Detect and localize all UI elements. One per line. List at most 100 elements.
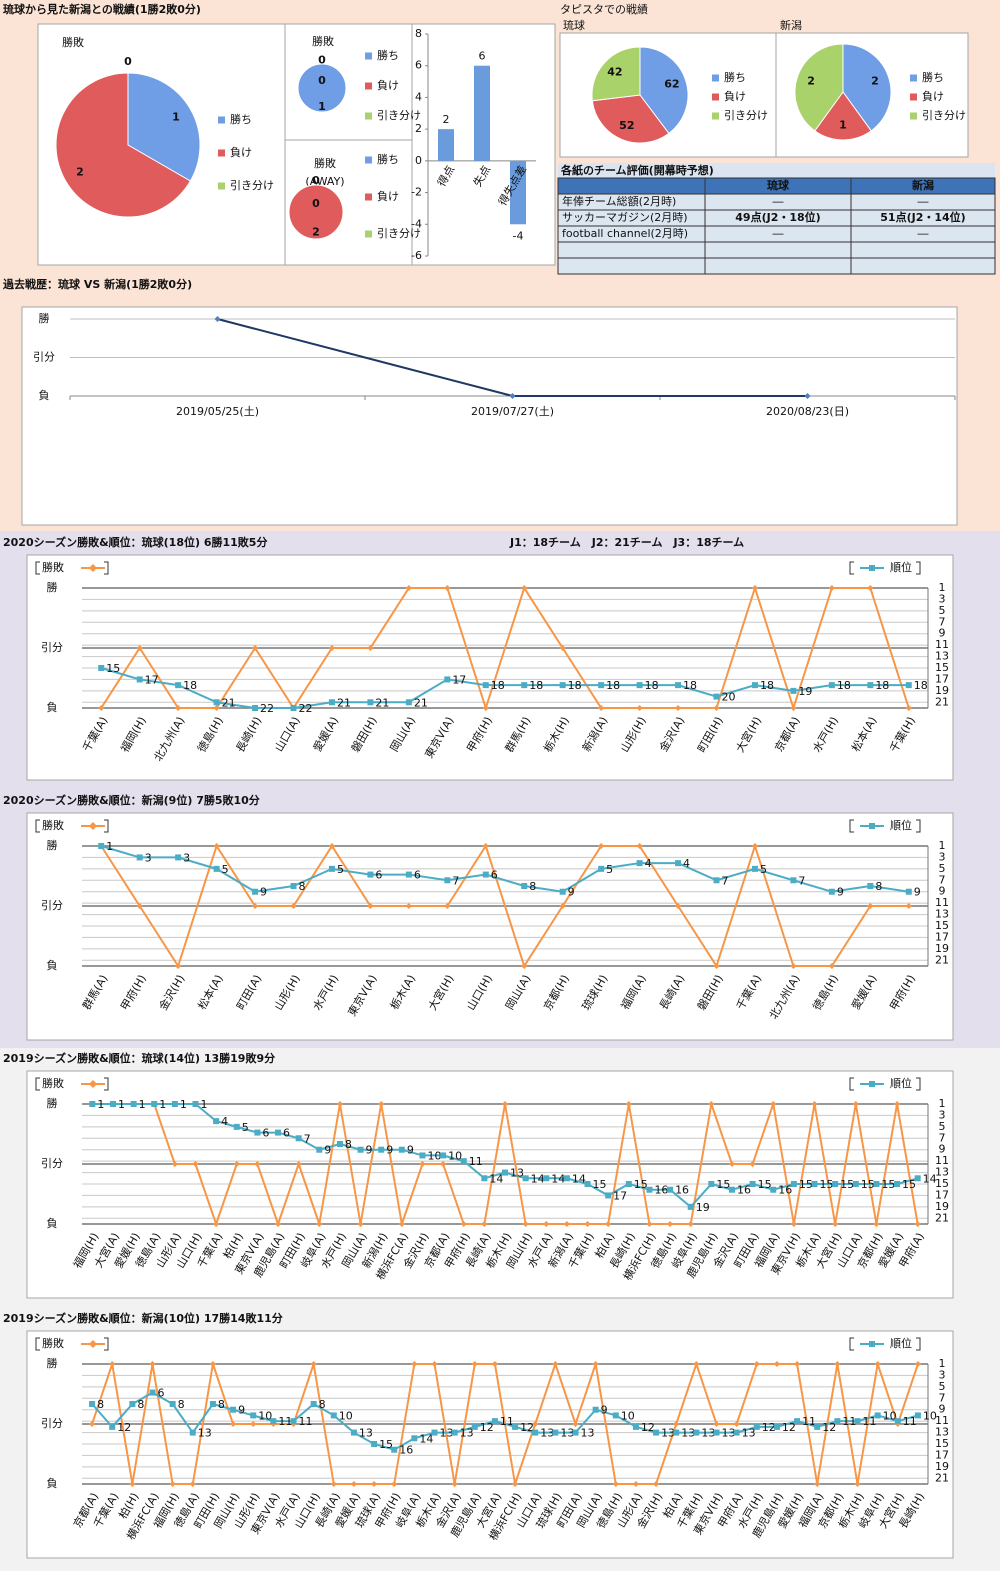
marker [653,1481,660,1487]
marker [828,963,835,969]
table-cell [850,241,996,259]
data-label: 18 [183,679,197,692]
marker [728,1186,735,1193]
y2-tick-label: 3 [939,850,946,863]
x-tick-label: 2020/08/23(日) [766,405,849,418]
marker [811,1101,818,1107]
y2-tick-label: 5 [939,1380,946,1393]
marker [149,1389,156,1396]
y-tick-label: 6 [415,59,422,72]
marker [230,1406,237,1413]
marker [109,1361,116,1367]
data-label: 18 [645,679,659,692]
y2-tick-label: 5 [939,604,946,617]
data-label: 5 [242,1121,249,1134]
marker [687,1203,694,1210]
y2-tick-label: 21 [935,953,949,966]
marker [192,1161,199,1167]
marker [482,705,489,711]
marker [209,1361,216,1367]
marker [336,1141,343,1147]
marker [867,903,874,909]
marker [790,1221,797,1227]
legend-label: 負け [377,190,399,203]
legend-marker [89,822,97,830]
data-label: 4 [683,857,690,870]
data-label: 13 [681,1427,695,1440]
pie-label: 0 [312,174,320,187]
data-label: 15 [820,1178,834,1191]
marker [559,888,566,895]
marker [543,1221,550,1227]
marker [189,1481,196,1487]
marker [451,1429,458,1436]
marker [552,1429,559,1436]
data-label: 3 [183,851,190,864]
pie-slice [639,46,689,135]
marker [136,645,143,651]
marker [411,1435,418,1442]
table-header-cell [557,177,706,195]
marker [270,1418,277,1425]
data-label: 7 [798,874,805,887]
marker [169,1481,176,1487]
marker [89,1101,96,1107]
y2-tick-label: 7 [939,873,946,886]
marker [502,1169,508,1176]
data-label: 10 [448,1149,462,1162]
y2-tick-label: 15 [935,1177,949,1190]
bar-value: -4 [513,229,524,242]
marker [751,843,758,849]
y-tick-label: 0 [415,154,422,167]
marker [625,1101,632,1107]
data-label: 13 [359,1427,373,1440]
marker [834,1361,841,1367]
data-label: 10 [883,1409,897,1422]
data-label: 9 [366,1144,373,1157]
marker [834,1418,841,1425]
marker [129,1481,136,1487]
data-label: 1 [139,1098,146,1111]
data-label: 9 [324,1144,331,1157]
marker [770,1101,777,1107]
marker [894,1101,901,1107]
data-label: 21 [222,696,236,709]
data-label: 9 [601,1404,608,1417]
y-tick-label: 勝 [47,838,58,852]
y-tick-label: 負 [47,1217,58,1230]
legend-swatch [365,112,372,120]
y2-tick-label: 15 [935,1437,949,1450]
legend-marker [869,1341,875,1347]
series-line [100,584,910,712]
y2-tick-label: 3 [939,1108,946,1121]
marker [598,843,605,849]
data-label: 10 [258,1409,272,1422]
marker [832,1221,839,1227]
y-tick-label: 負 [39,389,50,402]
marker [905,682,912,689]
pie-slice [591,94,670,144]
marker [316,1146,323,1153]
legend-bracket [35,1337,40,1351]
y-tick-label: -2 [411,186,422,199]
panel [21,306,958,526]
marker [316,1221,323,1227]
data-label: 6 [414,869,421,882]
data-label: 12 [782,1421,796,1434]
data-label: 17 [452,673,466,686]
marker [444,676,451,683]
marker [632,1481,639,1487]
data-label: 11 [500,1415,514,1428]
bar [474,65,490,161]
legend-bracket [916,819,921,833]
legend-label: 負け [922,90,944,103]
legend-swatch [365,52,372,60]
marker [482,682,489,689]
marker [713,877,720,884]
y2-tick-label: 7 [939,1131,946,1144]
y2-tick-label: 17 [935,930,949,943]
legend-label: 勝敗 [42,560,64,574]
data-label: 10 [339,1409,353,1422]
marker [189,1429,196,1436]
